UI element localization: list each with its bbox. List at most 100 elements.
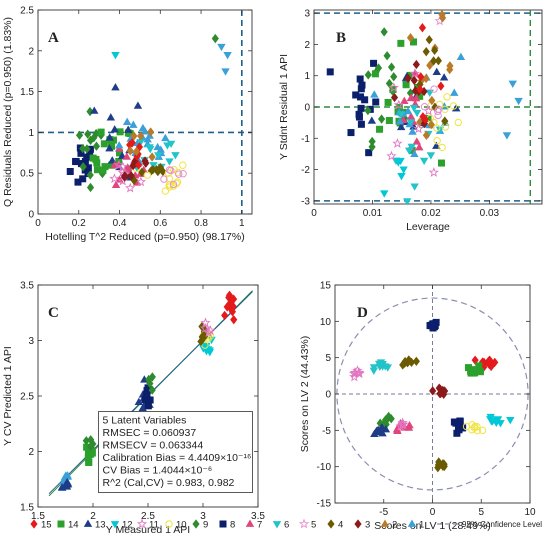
data-point-class-9 xyxy=(86,182,95,193)
data-point-class-10 xyxy=(170,165,178,174)
data-point-class-6 xyxy=(154,152,163,160)
data-point-class-9 xyxy=(82,436,90,446)
legend-label-1: 1 xyxy=(419,520,424,531)
data-point-class-9 xyxy=(75,130,84,140)
data-point-class-14 xyxy=(471,369,479,377)
legend-label-13: 13 xyxy=(95,520,106,531)
data-point-class-4 xyxy=(156,162,164,173)
data-point-class-1 xyxy=(61,471,71,479)
y-tick-label: -15 xyxy=(317,499,332,510)
outlier-point-class-13 xyxy=(111,83,120,91)
legend-label-15: 15 xyxy=(41,520,52,531)
legend-marker-2 xyxy=(380,519,390,527)
data-point-class-11 xyxy=(413,123,424,134)
data-point-class-13 xyxy=(90,106,99,114)
data-point-class-5 xyxy=(175,170,183,178)
legend-label-3: 3 xyxy=(365,520,370,531)
legend-marker-6 xyxy=(272,521,282,529)
data-point-class-5 xyxy=(169,180,178,189)
legend-marker-11 xyxy=(136,518,148,529)
x-axis-label: Leverage xyxy=(406,221,450,233)
data-point-class-3 xyxy=(410,75,418,86)
data-point-class-6 xyxy=(419,157,429,166)
data-point-class-6 xyxy=(409,104,419,113)
data-point-class-9 xyxy=(385,411,393,422)
data-point-class-8 xyxy=(355,113,363,121)
data-point-class-15 xyxy=(485,357,493,367)
y-tick-label: 15 xyxy=(320,281,332,292)
data-points xyxy=(57,290,238,491)
data-point-class-10 xyxy=(443,93,451,101)
data-point-class-13 xyxy=(432,141,441,149)
data-point-class-11 xyxy=(109,173,120,184)
x-tick-label: 0.6 xyxy=(153,218,167,229)
data-point-class-10 xyxy=(173,178,182,186)
data-point-class-11 xyxy=(203,327,214,338)
data-point-class-8 xyxy=(357,120,365,128)
statistics-line: RMSEC = 0.060937 xyxy=(103,427,197,439)
data-point-class-10 xyxy=(449,102,458,110)
data-point-class-2 xyxy=(427,119,435,130)
data-point-class-15 xyxy=(437,81,445,91)
data-point-class-11 xyxy=(392,138,403,148)
data-point-class-14 xyxy=(437,159,445,167)
data-point-class-9 xyxy=(368,142,376,152)
outlier-point-class-1 xyxy=(217,43,226,52)
data-point-class-4 xyxy=(149,165,157,175)
legend-label-8: 8 xyxy=(230,520,235,531)
data-point-class-8 xyxy=(459,424,467,432)
data-point-class-12 xyxy=(380,190,389,198)
data-point-class-6 xyxy=(171,152,180,160)
y-tick-label: -3 xyxy=(301,196,310,207)
data-point-class-15 xyxy=(417,72,425,82)
data-point-class-8 xyxy=(347,129,355,137)
data-point-class-2 xyxy=(406,33,415,43)
data-point-class-13 xyxy=(439,73,449,81)
legend-marker-10 xyxy=(165,520,173,528)
data-point-class-14 xyxy=(85,458,93,466)
data-points xyxy=(326,9,523,206)
data-point-class-11 xyxy=(353,367,364,378)
data-point-class-15 xyxy=(221,310,229,321)
data-point-class-2 xyxy=(130,131,138,141)
x-tick-label: -5 xyxy=(379,507,388,518)
data-point-class-5 xyxy=(179,170,187,178)
data-point-class-6 xyxy=(412,109,422,118)
data-point-class-8 xyxy=(453,429,461,437)
data-point-class-8 xyxy=(365,149,373,157)
data-point-class-10 xyxy=(454,118,463,127)
data-point-class-13 xyxy=(117,151,127,159)
x-tick-label: 0.4 xyxy=(113,218,127,229)
data-point-class-1 xyxy=(153,142,162,151)
data-point-class-10 xyxy=(471,422,479,431)
data-point-class-8 xyxy=(370,59,378,67)
data-point-class-13 xyxy=(108,156,117,164)
legend-marker-14 xyxy=(57,520,65,528)
data-point-class-6 xyxy=(407,143,416,152)
data-point-class-8 xyxy=(356,75,364,83)
y-tick-label: 5 xyxy=(325,353,331,364)
data-point-class-4 xyxy=(412,356,420,366)
legend-label-14: 14 xyxy=(68,520,79,531)
data-point-class-11 xyxy=(428,167,439,177)
x-tick-label: 0.03 xyxy=(480,208,500,219)
panel-letter: D xyxy=(357,305,368,321)
data-point-class-15 xyxy=(225,292,233,303)
data-point-class-1 xyxy=(403,106,413,115)
data-point-class-9 xyxy=(84,129,92,139)
legend-label-11: 11 xyxy=(149,520,159,531)
data-point-class-3 xyxy=(404,73,412,84)
data-point-class-14 xyxy=(376,125,384,133)
data-point-class-6 xyxy=(369,367,379,375)
data-point-class-9 xyxy=(387,62,396,72)
y-tick-label: 2 xyxy=(28,447,34,458)
data-point-class-6 xyxy=(146,145,155,154)
data-point-class-9 xyxy=(378,114,386,124)
data-points xyxy=(66,33,232,195)
data-point-class-11 xyxy=(393,99,404,110)
data-point-class-14 xyxy=(94,166,102,174)
legend-marker-8 xyxy=(219,520,227,528)
x-tick-label: 10 xyxy=(524,507,536,518)
data-point-class-9 xyxy=(364,70,372,80)
data-point-class-6 xyxy=(406,119,416,127)
